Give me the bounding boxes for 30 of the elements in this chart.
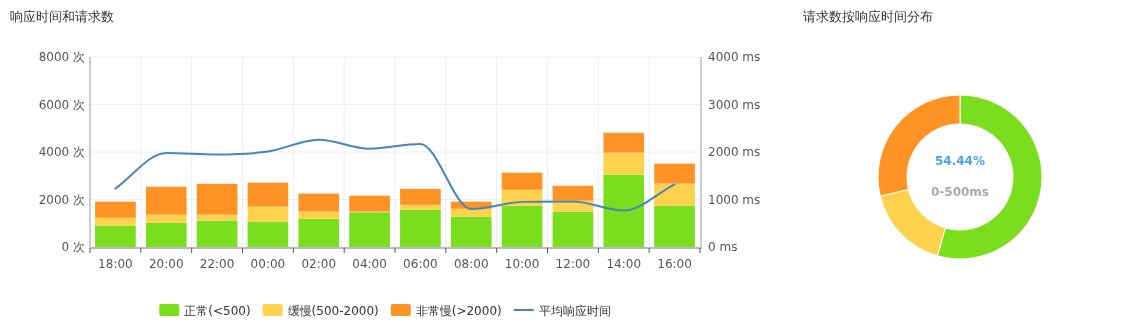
y-tick-label: 2000 次	[38, 192, 85, 207]
y-tick-label: 8000 次	[38, 50, 85, 64]
x-tick-label: 18:00	[98, 257, 133, 271]
x-tick-label: 08:00	[453, 257, 489, 271]
legend-label: 缓慢(500-2000)	[287, 303, 379, 318]
y2-tick-label: 2000 ms	[708, 145, 761, 159]
x-tick-label: 10:00	[504, 257, 540, 271]
x-tick-label: 06:00	[403, 257, 438, 271]
x-tick-label: 00:00	[250, 257, 286, 271]
x-tick-label: 12:00	[555, 257, 591, 271]
y2-tick-label: 1000 ms	[708, 192, 761, 207]
legend-label: 非常慢(>2000)	[415, 303, 502, 318]
chart-title: 请求数按响应时间分布	[803, 9, 933, 24]
x-tick-label: 04:00	[352, 257, 387, 271]
chart-title: 响应时间和请求数	[10, 9, 114, 24]
legend-label: 平均响应时间	[538, 303, 611, 318]
text: 0-500ms	[930, 185, 990, 199]
y2-tick-label: 4000 ms	[708, 50, 761, 64]
x-tick-label: 22:00	[199, 257, 235, 271]
y-tick-label: 4000 次	[38, 145, 85, 159]
x-tick-label: 02:00	[301, 257, 337, 271]
y2-tick-label: 0 ms	[708, 240, 738, 254]
y-tick-label: 6000 次	[38, 97, 85, 112]
y-tick-label: 0 次	[61, 240, 85, 254]
x-tick-label: 16:00	[657, 257, 692, 271]
legend-label: 正常(<500)	[184, 303, 251, 318]
x-tick-label: 20:00	[148, 257, 184, 271]
x-tick-label: 14:00	[606, 257, 642, 271]
data-label: 54.44%	[935, 154, 985, 168]
y2-tick-label: 3000 ms	[708, 97, 761, 112]
